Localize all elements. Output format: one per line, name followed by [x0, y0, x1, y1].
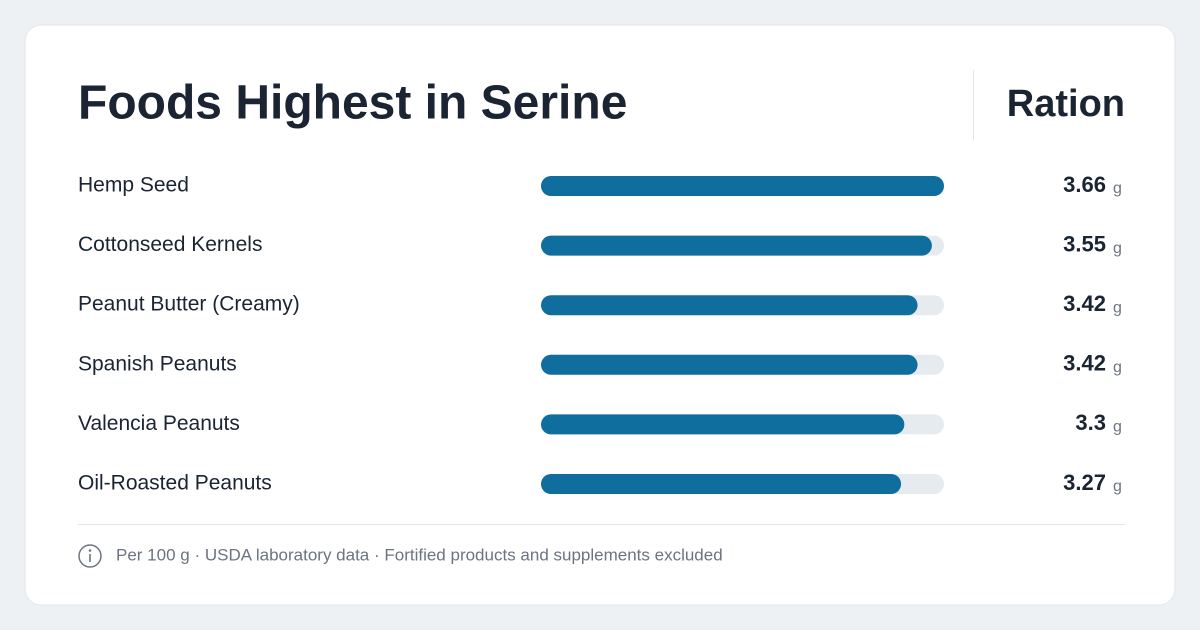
bar: [541, 176, 944, 196]
value-label: 3.27: [1063, 470, 1106, 495]
category-label: Oil-Roasted Peanuts: [78, 472, 272, 495]
value-label: 3.42: [1063, 291, 1106, 316]
unit-label: g: [1113, 419, 1122, 436]
unit-label: g: [1113, 359, 1122, 376]
bar: [541, 354, 918, 375]
category-label: Valencia Peanuts: [78, 412, 240, 435]
category-label: Cottonseed Kernels: [78, 233, 262, 256]
bar: [541, 295, 918, 316]
unit-label: g: [1113, 180, 1122, 197]
category-label: Hemp Seed: [78, 174, 189, 197]
unit-label: g: [1113, 299, 1122, 316]
unit-label: g: [1113, 240, 1122, 257]
unit-label: g: [1113, 478, 1122, 495]
chart-title: Foods Highest in Serine: [78, 77, 627, 130]
value-header: Ration: [1007, 83, 1125, 125]
value-label: 3.55: [1063, 231, 1106, 256]
footnote: Per 100 g · USDA laboratory data · Forti…: [116, 545, 723, 564]
value-label: 3.42: [1063, 351, 1106, 376]
category-label: Spanish Peanuts: [78, 352, 237, 375]
bar: [541, 474, 902, 494]
info-icon: [78, 544, 102, 568]
bar: [541, 235, 932, 256]
bar: [541, 414, 905, 435]
value-label: 3.66: [1063, 172, 1106, 197]
value-label: 3.3: [1075, 410, 1106, 435]
category-label: Peanut Butter (Creamy): [78, 293, 300, 316]
